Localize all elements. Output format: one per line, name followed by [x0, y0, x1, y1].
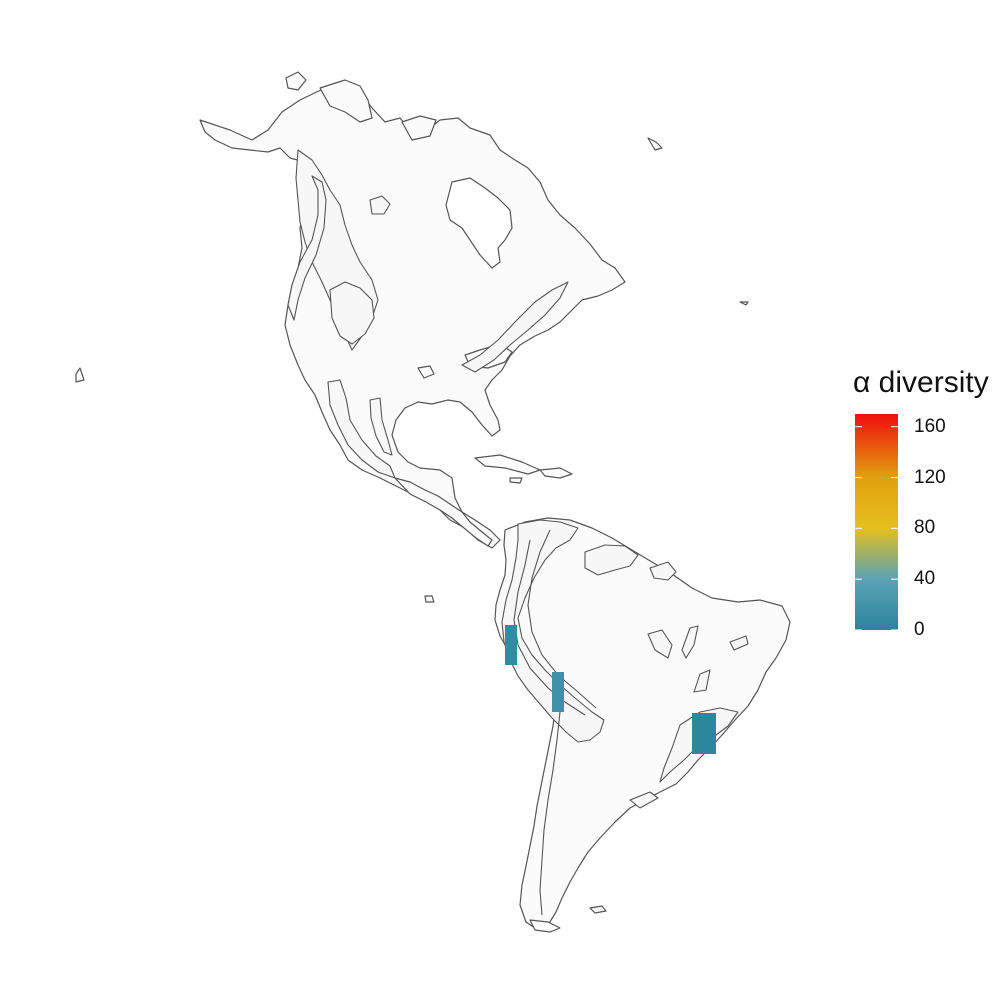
andes-ridge-line	[539, 711, 561, 916]
arctic-island	[647, 137, 663, 151]
andes-ridge-line	[527, 529, 597, 709]
diversity-cell-brazil-southeast	[692, 713, 716, 754]
guiana-highlands	[649, 561, 677, 581]
tierra-del-fuego	[529, 919, 561, 933]
guiana-highlands	[584, 544, 639, 576]
legend-tick-label: 40	[914, 568, 936, 590]
falkland-islands	[589, 905, 607, 914]
diversity-cells-layer	[505, 625, 716, 754]
legend-tick-label: 160	[914, 415, 946, 437]
atlantic-islands	[739, 301, 749, 306]
galapagos-islands	[424, 595, 435, 603]
south-america-landmass	[494, 517, 791, 931]
diversity-cell-peru-south	[552, 672, 564, 712]
mexico-sierra-belt	[327, 379, 396, 479]
caribbean-islands	[509, 477, 523, 484]
brazilian-plateau-feature	[681, 625, 699, 659]
interior-plateau	[329, 281, 375, 345]
brazilian-plateau-feature	[647, 629, 673, 659]
legend-tick-label: 120	[914, 466, 946, 488]
diversity-cell-peru-north	[505, 625, 517, 665]
brazilian-plateau-feature	[693, 669, 711, 693]
arctic-island	[401, 115, 437, 141]
andes-belt	[501, 519, 605, 743]
patagonian-feature	[629, 791, 659, 809]
legend-tick-label: 0	[914, 619, 925, 640]
coast-mountains-belt	[287, 175, 327, 321]
arctic-island	[319, 79, 373, 123]
legend-title: α diversity	[853, 366, 989, 399]
mexico-sierra-belt	[369, 397, 393, 456]
great-lakes	[417, 365, 435, 379]
quebec-highlands	[369, 195, 391, 215]
brazilian-plateau-feature	[729, 635, 749, 651]
legend-tick-label: 80	[914, 517, 936, 539]
appalachian-belt	[461, 281, 569, 373]
central-america	[394, 477, 493, 547]
legend-color-bar	[855, 414, 898, 630]
hudson-bay	[445, 177, 513, 269]
arctic-island	[285, 71, 307, 91]
caribbean-islands	[539, 467, 573, 479]
pacific-islands	[75, 367, 85, 383]
caribbean-islands	[474, 454, 541, 475]
